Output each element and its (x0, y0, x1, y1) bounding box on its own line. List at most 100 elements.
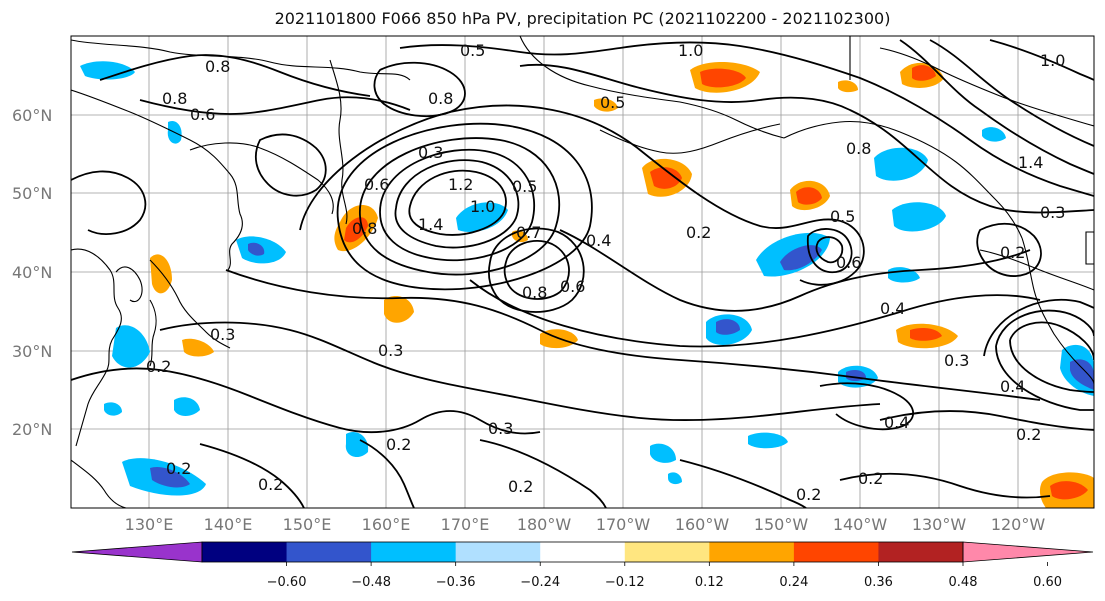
lat-tick-label: 60°N (12, 106, 52, 125)
contour-line (159, 321, 881, 422)
colorbar-tick-label: 0.24 (779, 575, 808, 590)
lon-tick-label: 170°E (441, 515, 490, 534)
precip-blob (796, 187, 822, 205)
precip-blob (838, 80, 858, 93)
contour-line (519, 63, 1094, 214)
contour-label: 0.2 (796, 485, 821, 504)
precip-blob (594, 98, 618, 112)
lat-tick-label: 30°N (12, 342, 52, 361)
lon-tick-label: 140°E (204, 515, 253, 534)
border (979, 249, 1094, 291)
lon-tick-label: 120°W (991, 515, 1046, 534)
chart-title: 2021101800 F066 850 hPa PV, precipitatio… (274, 9, 891, 28)
colorbar-tick-label: 0.36 (864, 575, 893, 590)
precip-blob (345, 432, 369, 458)
precip-blob (716, 319, 740, 335)
contour-label: 0.2 (686, 223, 711, 242)
contour-label: 0.6 (190, 105, 215, 124)
precip-blob (892, 202, 946, 232)
colorbar-tick-label: −0.48 (351, 575, 391, 590)
precip-blob (748, 432, 788, 449)
precip-blob (112, 325, 150, 368)
contour-label: 1.0 (470, 197, 495, 216)
precip-blob (982, 127, 1006, 142)
contour-label: 0.3 (488, 419, 513, 438)
contour-label: 0.8 (428, 89, 453, 108)
colorbar-extend-min (71, 541, 203, 563)
coastline-south (71, 459, 127, 508)
contour-line (394, 159, 520, 249)
lat-tick-label: 40°N (12, 263, 52, 282)
graticule (71, 36, 1094, 508)
contour-line (819, 382, 914, 431)
contour-label: 0.4 (884, 413, 909, 432)
coastlines (71, 36, 1094, 508)
precip-blob (912, 65, 936, 81)
contour-label: 0.4 (586, 231, 611, 250)
pv-contours (71, 39, 1094, 508)
colorbar-segment (286, 542, 372, 562)
contour-label: 0.8 (522, 283, 547, 302)
contour-line (929, 39, 1094, 147)
contour-line (983, 298, 1094, 357)
colorbar-extend-max (962, 541, 1094, 563)
precip-blob (1070, 359, 1094, 390)
contour-label: 0.8 (205, 57, 230, 76)
precip-blob (668, 472, 682, 485)
contour-label: 0.3 (1040, 203, 1065, 222)
lon-tick-label: 160°W (675, 515, 730, 534)
colorbar-segment (202, 542, 288, 562)
contour-line (839, 472, 1051, 499)
precip-blob (512, 230, 528, 243)
coastline-ryukyu (149, 299, 157, 367)
coastline-north-america (783, 120, 1023, 239)
contour-label: 0.4 (1000, 377, 1025, 396)
contour-line (71, 170, 147, 235)
latitude-labels: 60°N 50°N 40°N 30°N 20°N (12, 106, 52, 439)
contour-label: 0.2 (258, 475, 283, 494)
lon-tick-label: 140°W (833, 515, 888, 534)
contour-line (469, 279, 1041, 348)
contour-label: 0.2 (166, 459, 191, 478)
lon-tick-label: 160°E (362, 515, 411, 534)
contour-line (989, 39, 1094, 81)
contour-label: 1.0 (1040, 51, 1065, 70)
precip-blob (700, 68, 746, 88)
colorbar-segment (878, 542, 964, 562)
contour-line (225, 269, 1041, 401)
colorbar-segment (455, 542, 541, 562)
colorbar-tick-label: −0.60 (267, 575, 307, 590)
precipitation-shading (80, 61, 1094, 508)
contour-line (254, 133, 327, 197)
coastline-north-america (1021, 237, 1094, 385)
contour-line (899, 39, 1094, 175)
contour-line (359, 439, 415, 508)
colorbar-segment (709, 542, 795, 562)
colorbar-segment (624, 542, 710, 562)
contour-label: 0.6 (836, 253, 861, 272)
contour-line (299, 104, 865, 286)
map-panel: 0.8 0.6 0.8 0.5 1.0 0.8 0.5 0.3 1.2 1.4 … (70, 35, 1095, 509)
precip-blob (910, 328, 942, 341)
contour-line (807, 228, 853, 273)
contour-line (379, 148, 536, 262)
precip-blob (384, 296, 414, 323)
contour-line (99, 54, 371, 97)
map-frame (70, 35, 1095, 509)
contour-label: 0.8 (846, 139, 871, 158)
contour-label: 0.5 (600, 93, 625, 112)
lon-tick-label: 180°W (517, 515, 572, 534)
contour-line (487, 227, 585, 313)
precip-blob (344, 217, 368, 243)
contour-line (479, 439, 607, 508)
contour-label: 0.2 (146, 357, 171, 376)
contour-label: 0.3 (210, 325, 235, 344)
lon-tick-label: 130°E (125, 515, 174, 534)
contour-label: 0.5 (460, 41, 485, 60)
contour-label: 0.8 (352, 219, 377, 238)
contour-line (408, 169, 507, 236)
contour-label: 1.4 (418, 215, 443, 234)
lon-tick-label: 170°W (596, 515, 651, 534)
precip-blob (456, 202, 508, 232)
contour-line (995, 345, 1094, 411)
